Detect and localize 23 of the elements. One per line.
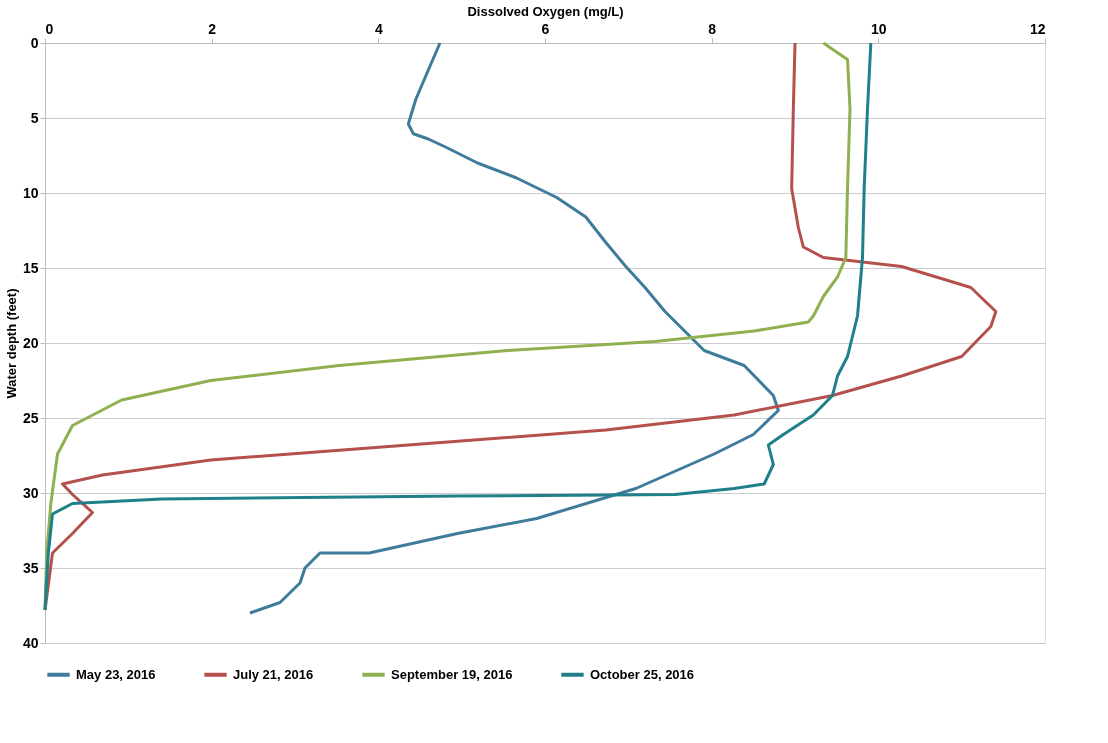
y-axis-title: Water depth (feet) [3,288,19,399]
x-axis-title: Dissolved Oxygen (mg/L) [467,3,624,19]
y-tick-label: 35 [22,559,39,576]
y-tick-label: 40 [22,634,39,651]
y-tick-label: 30 [22,484,39,501]
legend-label: May 23, 2016 [76,666,156,682]
y-tick-label: 25 [22,409,39,426]
y-tick-label: 5 [30,109,39,126]
x-tick-label: 4 [374,20,383,37]
x-tick-label: 6 [541,20,550,37]
x-tick-label: 8 [708,20,717,37]
x-tick-label: 12 [1029,20,1046,37]
x-tick-label: 10 [871,20,887,37]
y-tick-label: 15 [22,259,39,276]
line-series [248,41,780,615]
y-tick-label: 10 [22,184,39,201]
legend-label: July 21, 2016 [233,666,314,682]
y-tick-label: 0 [30,34,39,51]
legend-label: September 19, 2016 [391,666,513,682]
x-tick-label: 0 [45,20,54,37]
x-tick-label: 2 [208,20,217,37]
legend-label: October 25, 2016 [590,666,695,682]
y-tick-label: 20 [22,334,39,351]
